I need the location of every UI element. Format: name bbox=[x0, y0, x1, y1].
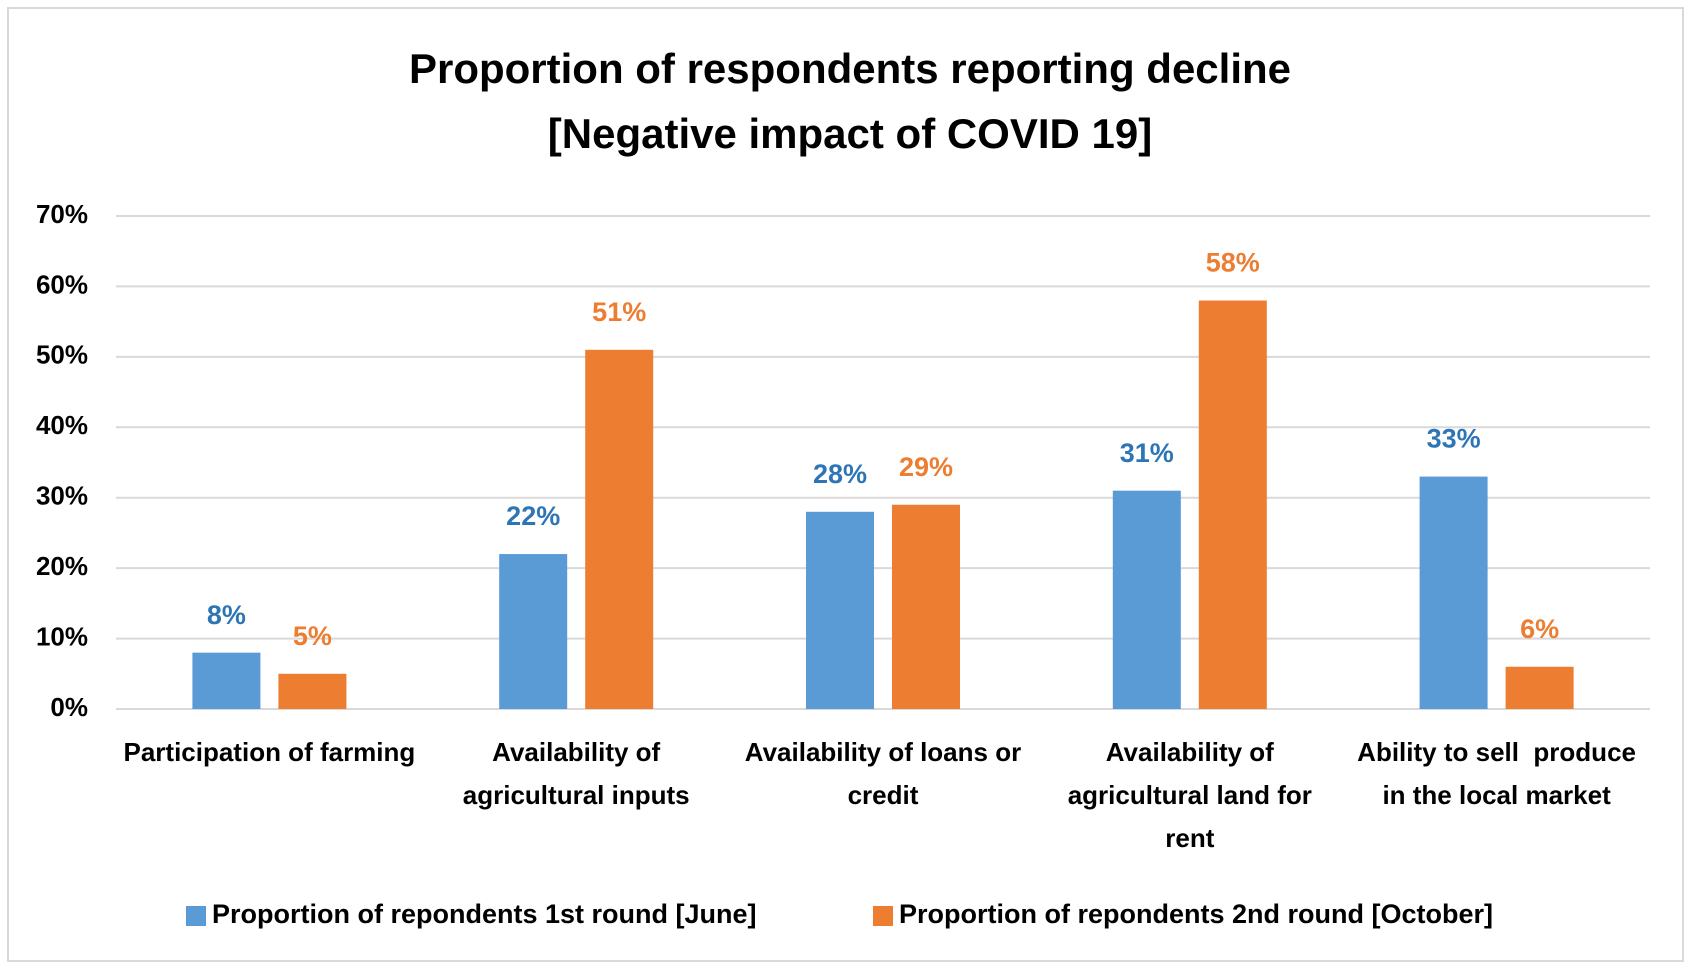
bar bbox=[892, 504, 960, 709]
bar bbox=[499, 554, 568, 709]
bar bbox=[192, 652, 261, 709]
legend-swatch bbox=[186, 906, 206, 926]
bar bbox=[806, 511, 874, 709]
y-tick-label: 20% bbox=[36, 551, 88, 581]
data-label: 51% bbox=[592, 297, 646, 327]
data-label: 58% bbox=[1206, 248, 1260, 278]
bar bbox=[1419, 476, 1488, 709]
data-label: 29% bbox=[899, 452, 953, 482]
legend-label: Proportion of repondents 2nd round [Octo… bbox=[899, 899, 1493, 929]
data-label: 5% bbox=[293, 621, 332, 651]
x-tick-label: Ability to sell produce in the local mar… bbox=[1357, 737, 1644, 810]
bar bbox=[1505, 666, 1574, 709]
legend-label: Proportion of repondents 1st round [June… bbox=[212, 899, 756, 929]
x-tick-label: Availability of agricultural land for re… bbox=[1067, 737, 1320, 853]
bar bbox=[585, 349, 654, 709]
x-tick-label: Participation of farming bbox=[123, 737, 416, 767]
chart-subtitle: [Negative impact of COVID 19] bbox=[548, 110, 1152, 157]
x-tick-label: Availability of loans or credit bbox=[744, 737, 1029, 810]
y-tick-label: 50% bbox=[36, 340, 88, 370]
chart-border bbox=[7, 7, 1684, 962]
bar bbox=[278, 673, 347, 709]
y-tick-label: 60% bbox=[36, 269, 88, 299]
y-tick-label: 30% bbox=[36, 481, 88, 511]
y-tick-label: 10% bbox=[36, 621, 88, 651]
y-tick-label: 40% bbox=[36, 410, 88, 440]
y-tick-label: 70% bbox=[36, 199, 88, 229]
bar bbox=[1198, 300, 1267, 709]
y-tick-label: 0% bbox=[50, 692, 88, 722]
legend-swatch bbox=[873, 906, 893, 926]
data-label: 28% bbox=[813, 459, 867, 489]
x-tick-label: Availability of agricultural inputs bbox=[462, 737, 690, 810]
data-label: 31% bbox=[1120, 438, 1174, 468]
data-label: 22% bbox=[506, 501, 560, 531]
data-label: 6% bbox=[1520, 614, 1559, 644]
data-label: 33% bbox=[1427, 424, 1481, 454]
chart-title: Proportion of respondents reporting decl… bbox=[409, 45, 1291, 92]
bar bbox=[1112, 490, 1181, 709]
data-label: 8% bbox=[207, 600, 246, 630]
